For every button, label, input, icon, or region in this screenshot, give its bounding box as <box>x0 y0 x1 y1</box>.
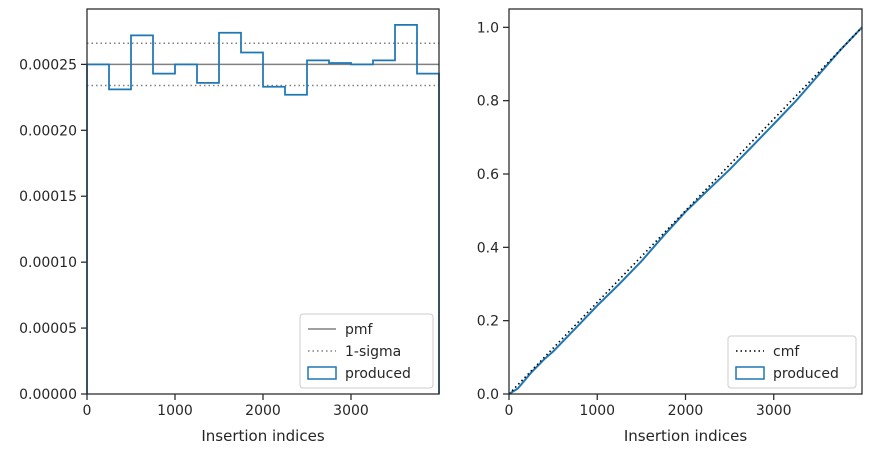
legend-label: cmf <box>773 344 800 360</box>
plot-area <box>508 26 863 395</box>
y-tick-label: 0.4 <box>477 240 499 256</box>
x-axis-label: Insertion indices <box>624 427 747 445</box>
produced-histogram-step <box>86 23 440 394</box>
legend-label: pmf <box>345 322 374 338</box>
x-tick-label: 0 <box>505 403 514 419</box>
y-tick-label: 0.2 <box>477 314 499 330</box>
y-tick-label: 0.00015 <box>19 189 77 205</box>
y-tick-label: 1.0 <box>477 20 499 36</box>
legend-label: 1-sigma <box>345 344 401 360</box>
y-tick-label: 0.00025 <box>19 57 77 73</box>
legend-swatch <box>307 366 337 380</box>
y-tick-label: 0.6 <box>477 167 499 183</box>
axes-frame <box>508 8 863 395</box>
legend-box <box>299 313 434 389</box>
legend: cmf produced <box>727 335 857 389</box>
y-tick-label: 0.00005 <box>19 321 77 337</box>
x-tick-label: 2000 <box>668 403 704 419</box>
y-tick-label: 0.00000 <box>19 387 77 403</box>
x-axis-ticks: 0 1000 2000 3000 <box>505 394 792 419</box>
legend: pmf 1-sigma produced <box>299 313 434 389</box>
x-tick-label: 3000 <box>756 403 792 419</box>
legend-box <box>727 335 857 389</box>
x-tick-label: 2000 <box>245 403 281 419</box>
x-tick-label: 0 <box>83 403 92 419</box>
legend-swatch <box>735 366 765 380</box>
produced-line <box>508 26 863 395</box>
x-tick-label: 1000 <box>579 403 615 419</box>
axes-frame <box>86 8 440 395</box>
legend-label: produced <box>773 366 839 382</box>
y-axis-ticks: 0.00000 0.00005 0.00010 0.00015 0.00020 0.000… <box>19 57 87 403</box>
y-tick-label: 0.00020 <box>19 123 77 139</box>
pmf-histogram-panel: 0 1000 2000 3000 0.000000.000050.000100.000… <box>19 8 440 445</box>
plot-area <box>86 23 440 394</box>
x-axis-ticks: 0 1000 2000 3000 <box>83 394 369 419</box>
y-tick-label: 0.00010 <box>19 255 77 271</box>
y-axis-ticks: 0.0 0.2 0.4 0.6 0.8 1.0 <box>477 20 509 403</box>
x-tick-label: 1000 <box>157 403 193 419</box>
cmf-panel: 0 1000 2000 3000 0.0 0.2 0.4 0.6 0.8 1.0 Inserti… <box>477 8 863 445</box>
x-axis-label: Insertion indices <box>201 427 324 445</box>
x-tick-label: 3000 <box>333 403 369 419</box>
legend-label: produced <box>345 366 411 382</box>
y-tick-label: 0.0 <box>477 387 499 403</box>
cmf-line <box>508 26 863 395</box>
y-tick-label: 0.8 <box>477 94 499 110</box>
